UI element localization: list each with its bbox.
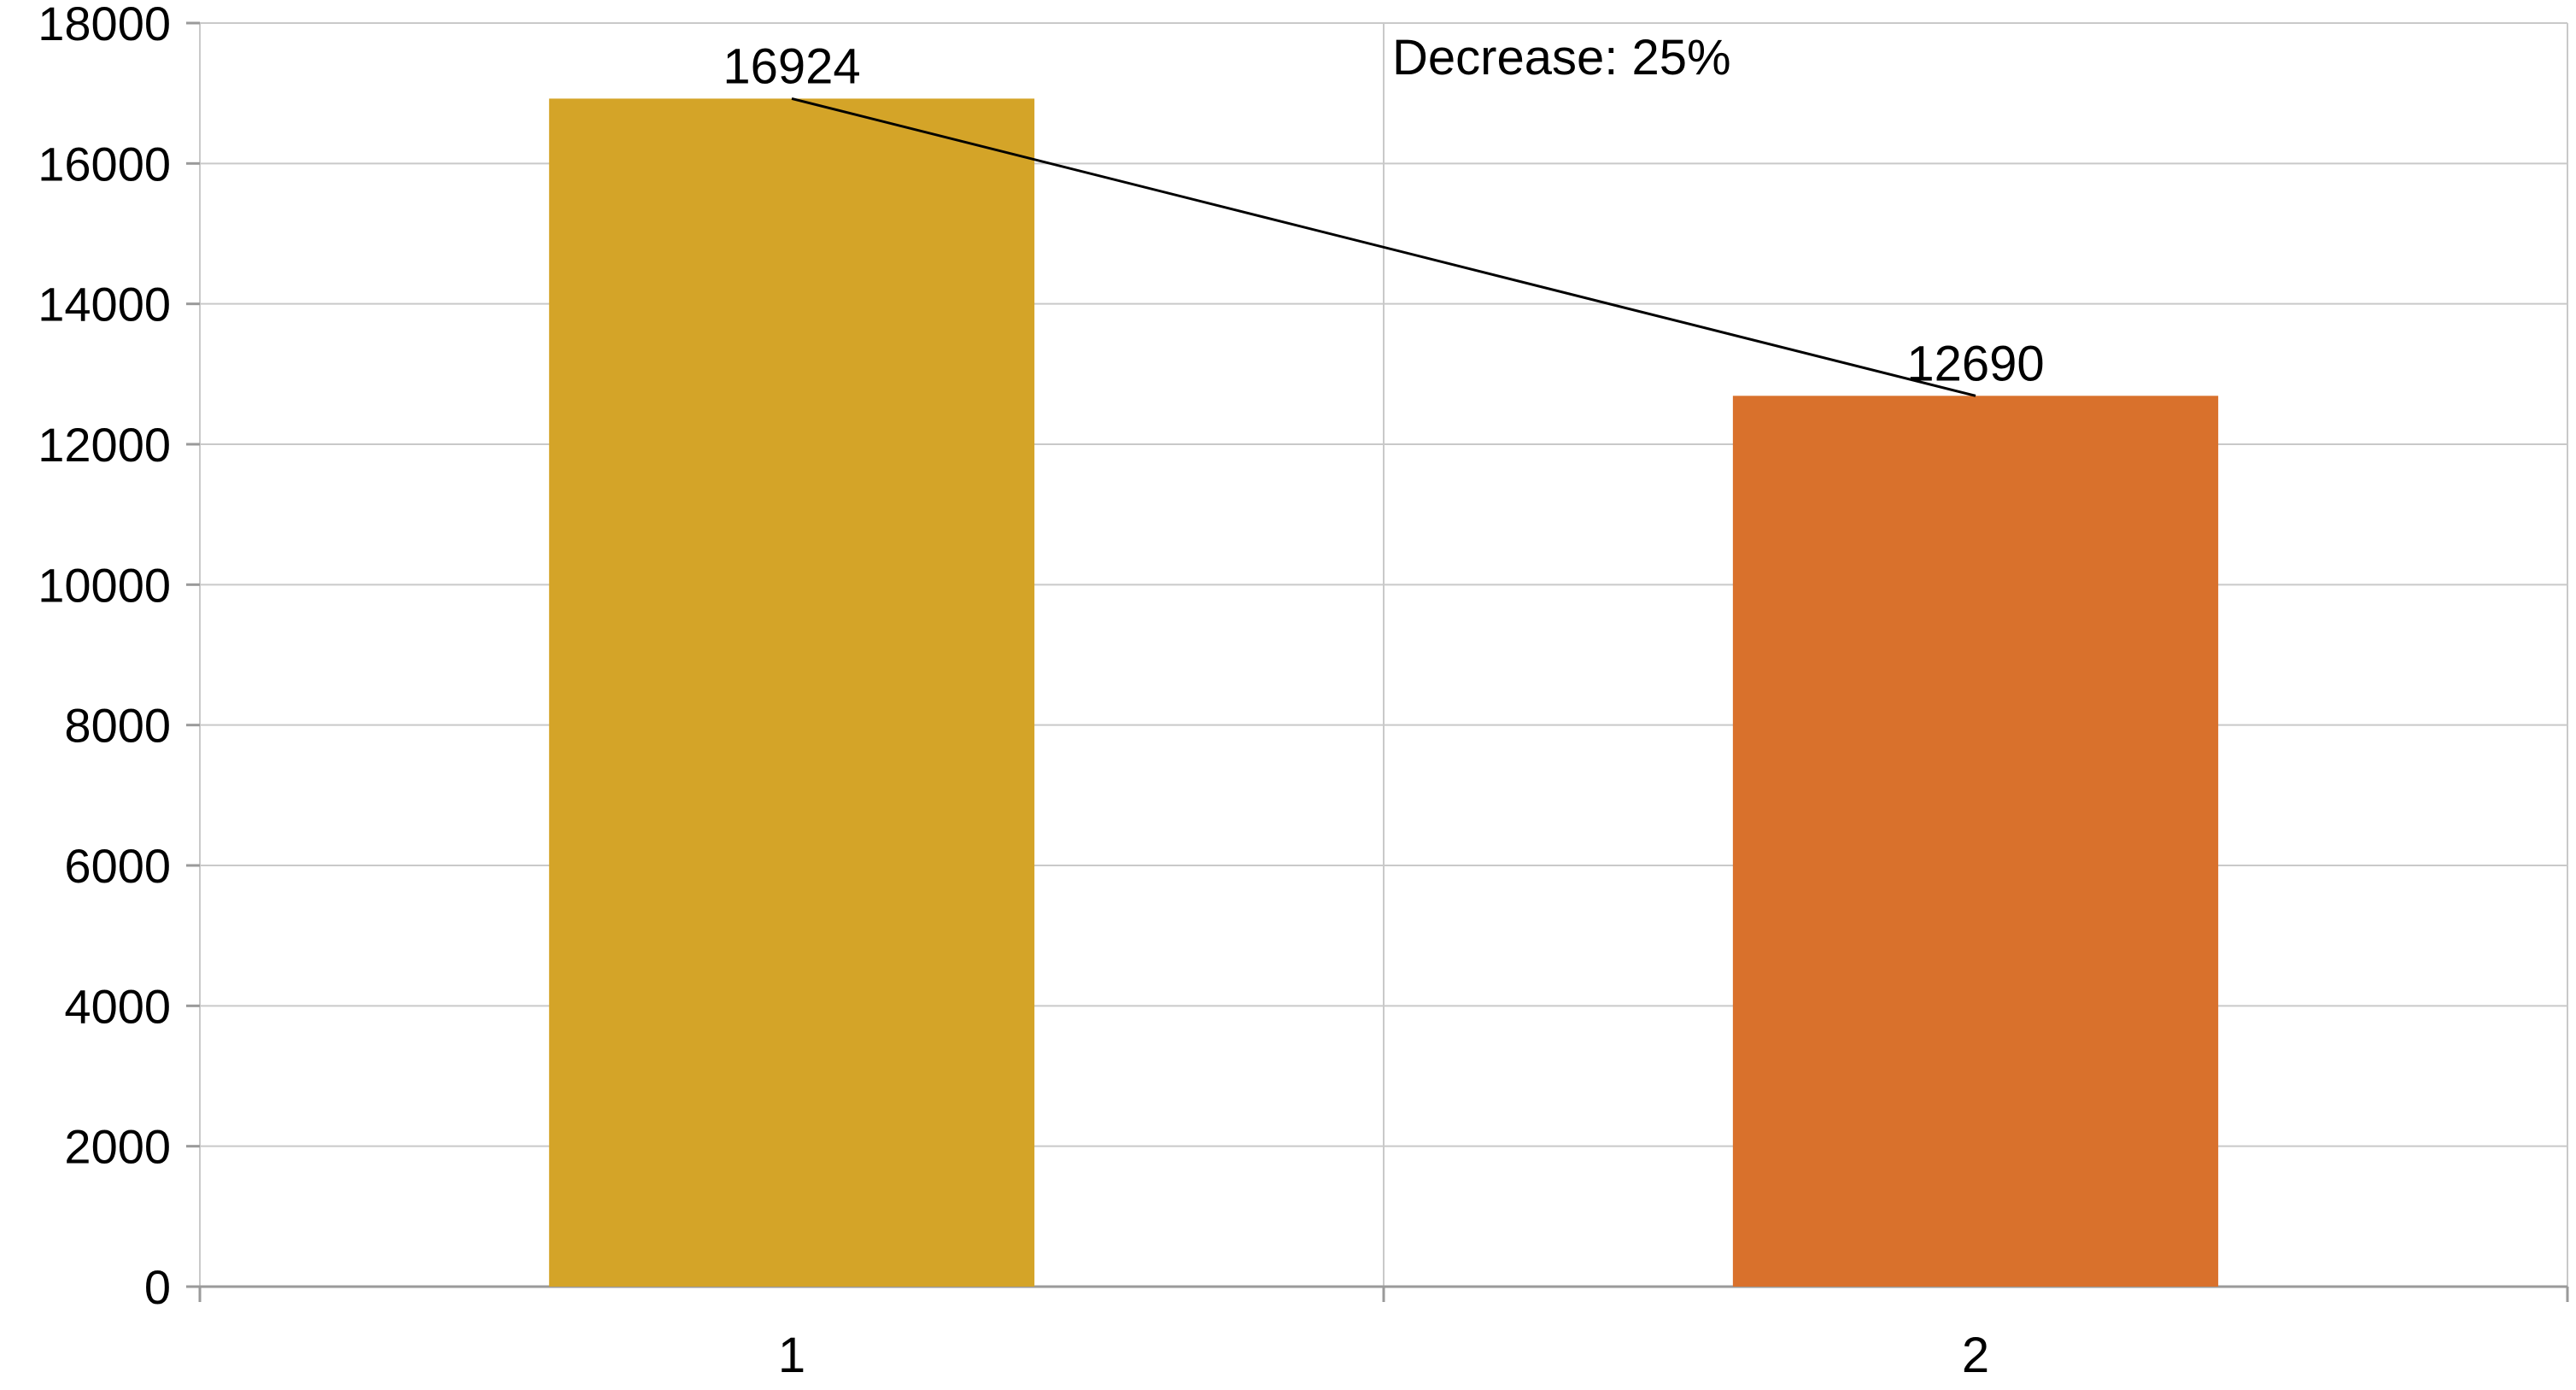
bar-value-label-1: 16924: [723, 38, 860, 94]
connector-line: [791, 97, 1976, 397]
decrease-annotation: Decrease: 25%: [1392, 30, 1731, 85]
y-tick-label-0: 0: [144, 1260, 171, 1314]
y-tick-label-14000: 14000: [38, 278, 171, 331]
y-tick-label-8000: 8000: [64, 699, 171, 753]
category-label-2: 2: [1962, 1328, 1989, 1383]
y-tick-label-6000: 6000: [64, 839, 171, 893]
y-tick-label-4000: 4000: [64, 979, 171, 1033]
bar-1: [548, 98, 1035, 1287]
bar-2: [1732, 396, 2219, 1287]
y-tick-label-12000: 12000: [38, 418, 171, 472]
y-tick-label-10000: 10000: [38, 558, 171, 612]
y-tick-label-18000: 18000: [38, 0, 171, 50]
y-tick-label-2000: 2000: [64, 1120, 171, 1174]
y-tick-label-16000: 16000: [38, 137, 171, 191]
bar-value-label-2: 12690: [1906, 336, 2044, 391]
category-label-1: 1: [778, 1328, 805, 1383]
